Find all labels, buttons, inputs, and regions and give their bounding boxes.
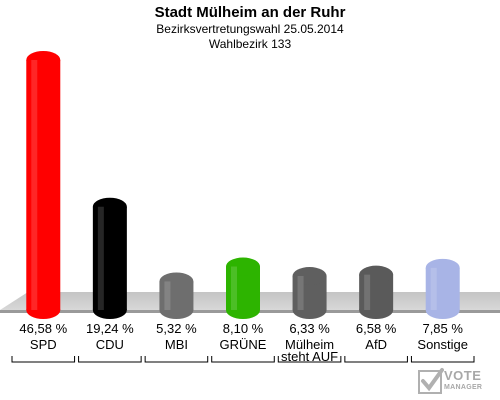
- category-bracket: [144, 356, 209, 363]
- value-label: 19,24 %: [86, 321, 134, 336]
- chart-title: Stadt Mülheim an der Ruhr: [154, 4, 346, 21]
- chart-subtitle: Bezirksvertretungswahl 25.05.2014: [156, 22, 344, 36]
- bar-highlight: [430, 267, 437, 310]
- bar-5: [359, 265, 394, 319]
- bar-2: [159, 272, 194, 319]
- category-bracket: [11, 356, 76, 363]
- check-icon: [418, 368, 444, 394]
- category-label: SPD: [30, 337, 57, 352]
- category-bracket: [277, 356, 342, 363]
- labels: 46,58 %SPD 19,24 %CDU 5,32 %MBI 8,10 %GRÜNE…: [11, 321, 475, 364]
- bar-3: [226, 257, 260, 319]
- bar-cap: [425, 258, 460, 277]
- value-label: 8,10 %: [223, 321, 264, 336]
- category-bracket: [211, 356, 275, 363]
- category-label: GRÜNE: [220, 337, 267, 352]
- bar-cap: [292, 267, 327, 286]
- value-label: 7,85 %: [422, 321, 463, 336]
- bar-cap: [26, 51, 61, 69]
- category-label: Mülheim: [285, 337, 334, 352]
- category-bracket: [410, 356, 475, 363]
- bar-highlight: [97, 206, 104, 310]
- category-bracket: [78, 356, 142, 363]
- bar-4: [292, 267, 327, 319]
- value-label: 6,33 %: [289, 321, 330, 336]
- category-label: MBI: [165, 337, 188, 352]
- value-label: 5,32 %: [156, 321, 197, 336]
- bars: [26, 51, 460, 319]
- bar-highlight: [164, 281, 171, 310]
- bar-cap: [226, 257, 260, 276]
- bar-highlight: [31, 60, 38, 310]
- bar-6: [425, 258, 460, 319]
- vote-manager-logo: VOTE MANAGER: [418, 364, 494, 398]
- logo-vote: VOTE: [444, 368, 482, 383]
- bar-cap: [159, 272, 194, 291]
- bar-body: [26, 60, 61, 310]
- bar-0: [26, 51, 61, 319]
- bar-highlight: [297, 276, 304, 310]
- chart-subtitle-district: Wahlbezirk 133: [208, 37, 292, 51]
- bar-cap: [359, 265, 394, 284]
- category-label: AfD: [365, 337, 387, 352]
- value-label: 6,58 %: [356, 321, 397, 336]
- value-label: 46,58 %: [19, 321, 67, 336]
- category-bracket: [344, 356, 408, 363]
- bar-highlight: [231, 266, 237, 310]
- bar-cap: [92, 197, 127, 216]
- logo-manager: MANAGER: [444, 384, 483, 391]
- title-block: Stadt Mülheim an der Ruhr Bezirksvertret…: [0, 4, 500, 52]
- category-label: Sonstige: [417, 337, 468, 352]
- bar-1: [92, 197, 127, 319]
- category-label: CDU: [96, 337, 124, 352]
- bar-highlight: [364, 274, 371, 310]
- bar-body: [92, 206, 127, 310]
- category-label: steht AUF: [281, 349, 338, 364]
